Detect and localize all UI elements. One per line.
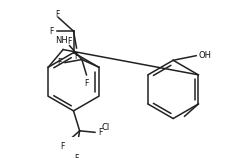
Text: F: F <box>74 52 79 61</box>
Text: F: F <box>98 128 103 137</box>
Text: F: F <box>67 37 72 46</box>
Text: OH: OH <box>198 51 212 60</box>
Text: F: F <box>61 142 65 151</box>
Text: NH: NH <box>55 36 68 45</box>
Text: F: F <box>55 10 60 19</box>
Text: F: F <box>84 79 89 88</box>
Text: F: F <box>49 27 54 36</box>
Text: Cl: Cl <box>101 123 109 132</box>
Text: F: F <box>58 58 62 67</box>
Text: F: F <box>74 154 79 158</box>
